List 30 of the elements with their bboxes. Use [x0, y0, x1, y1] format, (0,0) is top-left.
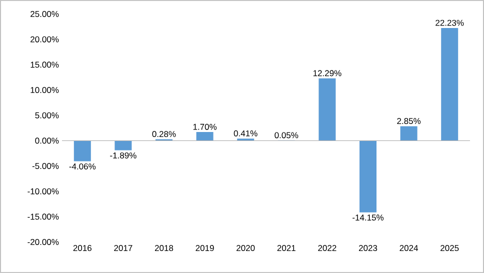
y-tick-label: -5.00% [32, 163, 59, 170]
y-tick-label: 25.00% [30, 11, 59, 18]
y-tick-label: -20.00% [28, 238, 59, 246]
data-label: -4.06% [69, 163, 96, 170]
x-tick-label: 2017 [114, 245, 132, 252]
y-tick-label: 0.00% [35, 138, 59, 144]
y-tick-label: -10.00% [28, 188, 59, 194]
data-label: 0.28% [152, 131, 176, 138]
x-tick-label: 2025 [440, 245, 459, 252]
y-tick-label: 20.00% [30, 36, 59, 42]
data-label: -1.89% [110, 152, 136, 158]
x-tick-label: 2023 [358, 245, 378, 252]
y-tick-label: 5.00% [35, 112, 59, 118]
y-tick-label: 15.00% [30, 62, 59, 68]
data-label: 2.85% [397, 118, 421, 124]
y-tick-label: 10.00% [30, 87, 59, 94]
x-tick-label: 2021 [277, 245, 296, 252]
x-tick-label: 2016 [73, 245, 92, 252]
data-label: -14.15% [352, 214, 384, 221]
x-tick-label: 2019 [196, 245, 214, 252]
data-label: 0.05% [274, 132, 298, 138]
data-label: 0.41% [234, 130, 258, 136]
x-tick-label: 2022 [318, 245, 336, 252]
y-tick-label: -15.00% [28, 214, 59, 220]
data-label: 22.23% [436, 20, 464, 26]
data-label: 1.70% [193, 124, 217, 130]
x-tick-label: 2024 [400, 245, 418, 252]
x-tick-label: 2018 [154, 245, 174, 252]
x-tick-label: 2020 [236, 245, 255, 252]
data-label: 12.29% [313, 70, 342, 76]
